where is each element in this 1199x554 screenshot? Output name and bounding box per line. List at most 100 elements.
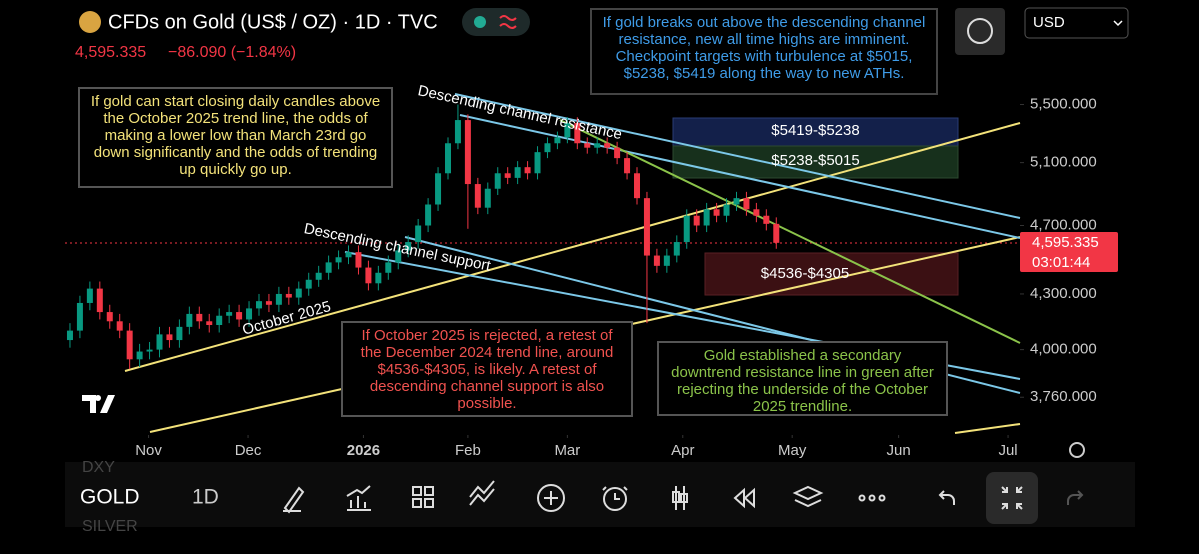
trend-line xyxy=(124,122,1021,372)
candle-body xyxy=(206,321,213,326)
candle-body xyxy=(385,262,392,273)
y-tick-label: 4,000.000 xyxy=(1030,341,1097,358)
candle-body xyxy=(116,321,123,331)
trend-line xyxy=(954,423,1021,434)
candle-body xyxy=(345,252,352,258)
candle-body xyxy=(236,312,243,320)
more-tool[interactable] xyxy=(858,494,866,502)
candle-body xyxy=(265,301,272,305)
candle-body xyxy=(574,122,581,144)
candle-body xyxy=(166,334,173,341)
undo-tool[interactable] xyxy=(938,490,955,505)
candle-body xyxy=(126,330,133,360)
channel-line xyxy=(459,114,1021,239)
zone-label: $5238-$5015 xyxy=(771,152,860,169)
prev-symbol[interactable]: DXY xyxy=(82,459,115,476)
logo-box[interactable] xyxy=(955,8,1005,55)
candle-body xyxy=(226,312,233,316)
note: If October 2025 is rejected, a retest of… xyxy=(341,321,633,417)
candle-body xyxy=(246,308,253,320)
candle-body xyxy=(464,120,471,185)
y-tick-label: 5,100.000 xyxy=(1030,154,1097,171)
candle-body xyxy=(415,225,422,243)
toolbar xyxy=(65,462,1135,527)
indicator-tool[interactable] xyxy=(346,485,371,511)
y-tick-label: 5,500.000 xyxy=(1030,95,1097,112)
candle-body xyxy=(733,198,740,205)
candle-body xyxy=(484,188,491,208)
alert-tool[interactable] xyxy=(603,487,627,511)
tv-logo xyxy=(95,395,101,401)
replay-tool[interactable] xyxy=(733,487,755,509)
channel-line xyxy=(454,93,1021,219)
candle-body xyxy=(325,262,332,273)
zone-label: $4536-$4305 xyxy=(760,265,850,282)
candle-body xyxy=(653,255,660,266)
candle-tool[interactable] xyxy=(672,486,688,510)
candle-body xyxy=(146,349,153,352)
candle-body xyxy=(255,301,262,309)
candle-body xyxy=(444,143,451,174)
candle-body xyxy=(693,215,700,226)
candle-body xyxy=(554,137,561,144)
add-tool[interactable] xyxy=(537,484,565,512)
candle-body xyxy=(474,184,481,208)
candle-body xyxy=(96,288,103,313)
candle-body xyxy=(275,293,282,305)
price-badge xyxy=(1020,232,1118,272)
y-tick-label: 4,300.000 xyxy=(1030,285,1097,302)
x-tick-label: Jun xyxy=(887,442,911,459)
x-tick-label: Apr xyxy=(671,442,694,459)
candle-body xyxy=(584,143,591,148)
toolbar-interval[interactable]: 1D xyxy=(192,486,219,509)
currency: USD xyxy=(1033,14,1065,31)
x-tick-label: Feb xyxy=(455,442,481,459)
candle-body xyxy=(285,293,292,298)
dropdown-arrow xyxy=(1113,20,1123,27)
x-tick-label: May xyxy=(778,442,807,459)
candle-body xyxy=(405,242,412,251)
candle-body xyxy=(663,255,670,266)
candle-body xyxy=(395,250,402,263)
candle-body xyxy=(544,143,551,153)
candle-body xyxy=(66,330,73,341)
candle-body xyxy=(763,215,770,224)
y-tick-label: 3,760.000 xyxy=(1030,388,1097,405)
line-label: October 2025 xyxy=(241,298,333,339)
candle-body xyxy=(713,209,720,216)
candle-body xyxy=(136,351,143,360)
candle-body xyxy=(494,173,501,189)
next-symbol[interactable]: SILVER xyxy=(82,518,138,535)
layout-tool[interactable] xyxy=(412,486,434,508)
candle-body xyxy=(524,167,531,174)
layers-tool[interactable] xyxy=(792,485,824,508)
candle-body xyxy=(614,147,621,159)
candle-body xyxy=(355,252,362,268)
fullscreen-button[interactable] xyxy=(986,472,1038,524)
currency-select[interactable] xyxy=(1024,7,1129,39)
draw-tool[interactable] xyxy=(283,486,305,514)
toolbar-symbol[interactable]: GOLD xyxy=(80,486,140,509)
y-tick-label: 4,700.000 xyxy=(1030,216,1097,233)
pattern-tool[interactable] xyxy=(469,480,495,506)
candle-body xyxy=(196,313,203,322)
candle-body xyxy=(365,267,372,284)
note: If gold can start closing daily candles … xyxy=(78,87,393,188)
candle-body xyxy=(295,288,302,298)
status-dot xyxy=(474,16,486,28)
candle-body xyxy=(604,143,611,148)
green-trend-line xyxy=(559,119,1021,344)
tv-logo xyxy=(82,395,115,413)
x-tick-label: 2026 xyxy=(347,442,380,459)
candle-body xyxy=(315,272,322,280)
header-price: 4,595.335 xyxy=(75,44,146,61)
status-pill[interactable] xyxy=(462,8,530,36)
logo xyxy=(967,18,993,44)
candle-body xyxy=(773,223,780,243)
settings-icon[interactable] xyxy=(1069,442,1085,458)
x-tick-label: Nov xyxy=(135,442,162,459)
candle-body xyxy=(703,209,710,226)
redo-tool[interactable] xyxy=(1067,490,1084,505)
candle-body xyxy=(643,198,650,256)
